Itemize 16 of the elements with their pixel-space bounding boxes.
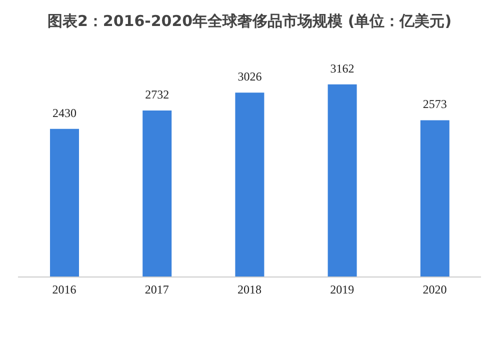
x-tick-label: 2017 (144, 282, 169, 297)
bar (328, 84, 357, 277)
data-label: 2573 (422, 97, 447, 112)
data-label: 2430 (52, 106, 76, 120)
bar (235, 92, 264, 277)
x-tick-label: 2019 (330, 282, 354, 297)
data-label: 3026 (238, 70, 262, 84)
data-label: 2732 (145, 88, 170, 102)
x-tick-label: 2018 (238, 282, 262, 297)
chart-title: 图表2：2016-2020年全球奢侈品市场规模 (单位：亿美元) (46, 11, 453, 32)
x-tick-label: 2016 (52, 282, 76, 297)
x-tick-label: 2020 (422, 282, 447, 297)
bar (142, 110, 172, 277)
bar (50, 128, 79, 277)
bar (420, 120, 450, 277)
data-label: 3162 (330, 61, 354, 76)
